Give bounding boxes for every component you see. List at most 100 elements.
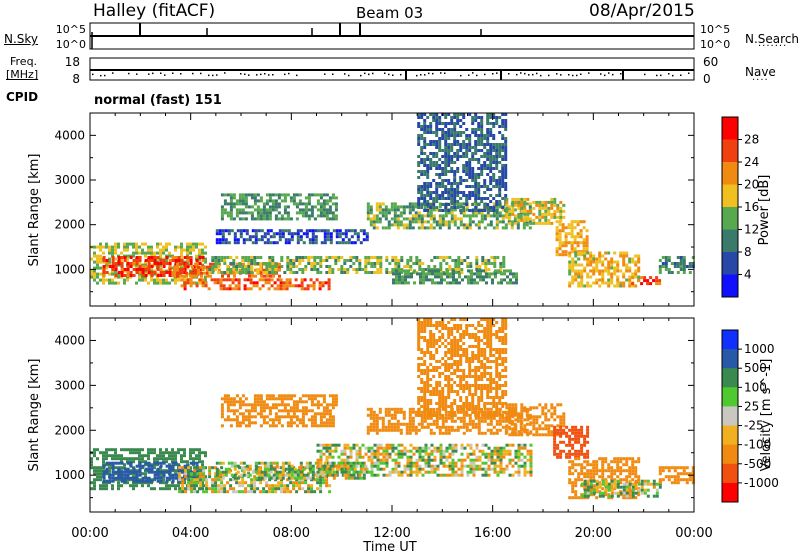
data-cell	[607, 278, 611, 282]
data-cell	[316, 193, 320, 197]
data-cell	[571, 281, 575, 285]
data-cell	[589, 254, 593, 258]
data-cell	[159, 281, 162, 285]
data-cell	[111, 448, 114, 452]
data-cell	[247, 256, 251, 259]
data-cell	[287, 229, 291, 233]
data-cell	[435, 182, 439, 185]
data-cell	[423, 194, 427, 197]
data-cell	[444, 146, 448, 149]
data-cell	[263, 235, 267, 239]
data-cell	[450, 197, 454, 200]
data-cell	[289, 217, 293, 221]
data-cell	[153, 476, 157, 480]
data-cell	[328, 446, 332, 450]
data-cell	[105, 454, 108, 458]
data-cell	[450, 191, 454, 194]
data-cell	[390, 422, 394, 426]
data-cell	[457, 265, 461, 268]
data-region	[658, 256, 695, 274]
data-cell	[441, 134, 445, 137]
data-cell	[489, 134, 493, 137]
data-cell	[325, 455, 329, 459]
data-cell	[476, 269, 479, 273]
data-cell	[205, 490, 209, 494]
data-cell	[256, 268, 260, 271]
data-cell	[479, 278, 482, 282]
data-cell	[286, 484, 290, 488]
data-cell	[370, 256, 374, 259]
data-cell	[337, 268, 341, 271]
data-cell	[471, 152, 475, 155]
data-cell	[307, 487, 311, 491]
data-region	[316, 443, 533, 477]
data-cell	[387, 410, 391, 414]
data-cell	[260, 274, 263, 278]
data-cell	[176, 265, 179, 269]
data-cell	[331, 403, 335, 407]
data-cell	[564, 238, 568, 242]
data-cell	[553, 209, 557, 213]
data-cell	[501, 137, 505, 140]
nave-point	[556, 73, 558, 75]
data-cell	[586, 263, 590, 267]
data-cell	[465, 179, 469, 182]
data-cell	[201, 284, 205, 288]
data-cell	[265, 415, 269, 419]
data-cell	[637, 266, 641, 270]
data-cell	[385, 452, 389, 456]
data-cell	[120, 457, 123, 461]
data-region	[631, 276, 662, 286]
data-cell	[484, 455, 488, 459]
data-cell	[370, 262, 374, 265]
data-cell	[398, 281, 401, 285]
data-cell	[233, 271, 236, 275]
data-cell	[223, 490, 227, 494]
data-cell	[501, 167, 505, 170]
data-cell	[253, 199, 257, 203]
data-cell	[409, 467, 413, 471]
data-cell	[242, 241, 246, 245]
data-cell	[325, 256, 329, 259]
data-cell	[310, 487, 314, 491]
data-cell	[147, 248, 150, 252]
data-cell	[346, 271, 350, 274]
data-cell	[462, 131, 466, 134]
data-cell	[322, 424, 326, 428]
data-cell	[147, 271, 151, 274]
station-title: Halley (fitACF)	[93, 1, 216, 21]
data-cell	[253, 475, 257, 479]
data-cell	[307, 397, 311, 401]
data-cell	[444, 125, 448, 128]
data-cell	[376, 467, 380, 471]
data-cell	[411, 205, 415, 209]
data-cell	[492, 226, 496, 230]
data-cell	[498, 143, 502, 146]
data-cell	[198, 248, 201, 252]
data-cell	[384, 214, 388, 218]
data-cell	[438, 197, 442, 200]
data-cell	[460, 268, 464, 271]
data-cell	[361, 464, 365, 468]
data-cell	[300, 278, 304, 282]
data-cell	[679, 262, 683, 265]
data-cell	[456, 152, 460, 155]
data-cell	[429, 206, 433, 209]
data-cell	[435, 140, 439, 143]
data-cell	[239, 229, 243, 233]
data-cell	[475, 446, 479, 450]
data-cell	[346, 446, 350, 450]
data-cell	[328, 271, 332, 274]
data-cell	[564, 250, 568, 254]
data-cell	[193, 490, 197, 494]
nave-point	[508, 73, 510, 75]
data-cell	[156, 265, 160, 268]
data-cell	[515, 278, 518, 282]
data-cell	[259, 199, 263, 203]
data-cell	[93, 254, 96, 258]
data-cell	[453, 214, 457, 218]
data-cell	[429, 131, 433, 134]
data-cell	[256, 262, 260, 265]
data-cell	[370, 446, 374, 450]
data-cell	[340, 464, 344, 468]
